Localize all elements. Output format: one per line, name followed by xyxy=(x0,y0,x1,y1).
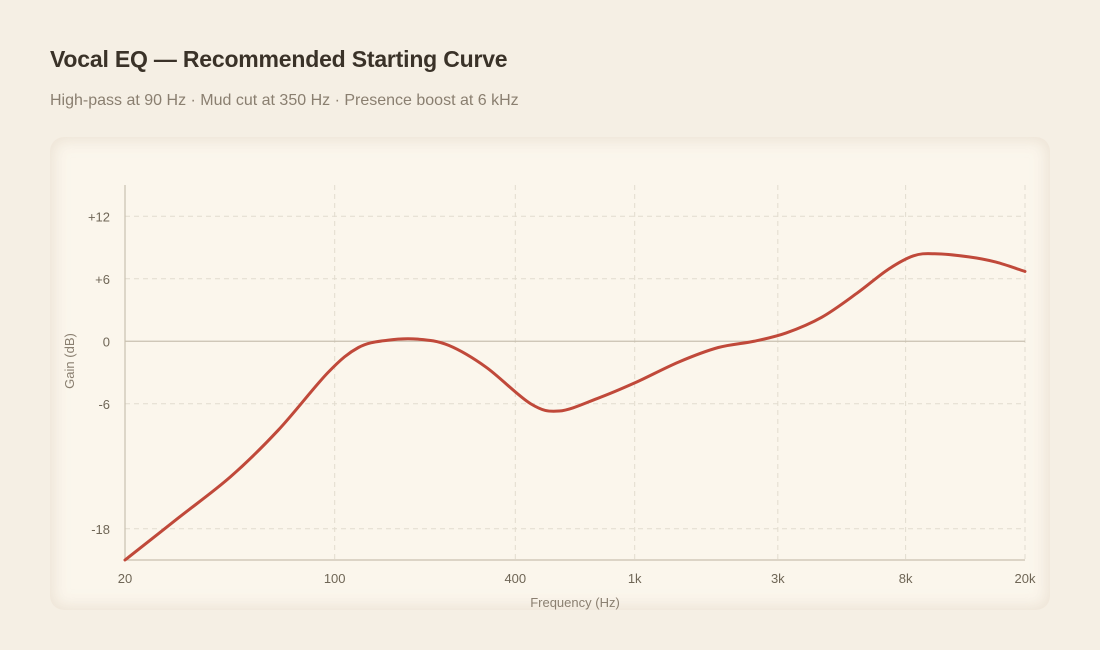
y-tick-label: 0 xyxy=(103,334,110,349)
x-tick-label: 3k xyxy=(771,571,785,586)
gridlines xyxy=(125,185,1026,560)
chart-subtitle: High-pass at 90 Hz · Mud cut at 350 Hz ·… xyxy=(50,92,519,109)
y-tick-labels: +12 +6 0 -6 -18 xyxy=(88,209,110,537)
x-axis-title: Frequency (Hz) xyxy=(530,595,620,610)
y-tick-label: +12 xyxy=(88,209,110,224)
x-tick-label: 8k xyxy=(899,571,913,586)
x-tick-label: 20 xyxy=(118,571,132,586)
eq-curve-line xyxy=(123,252,1027,562)
eq-curve-chart: +12 +6 0 -6 -18 20 100 400 1k 3k 8k 20k Frequency … xyxy=(62,185,1036,610)
x-tick-label: 400 xyxy=(504,571,526,586)
y-axis-title: Gain (dB) xyxy=(62,333,77,389)
x-tick-label: 20k xyxy=(1015,571,1036,586)
chart-card: +12 +6 0 -6 -18 20 100 400 1k 3k 8k 20k Frequency … xyxy=(50,137,1050,610)
y-tick-label: -18 xyxy=(91,522,110,537)
x-tick-label: 100 xyxy=(324,571,346,586)
chart-title: Vocal EQ — Recommended Starting Curve xyxy=(50,46,508,72)
y-tick-label: +6 xyxy=(95,272,110,287)
x-tick-label: 1k xyxy=(628,571,642,586)
x-tick-labels: 20 100 400 1k 3k 8k 20k xyxy=(118,571,1036,586)
y-tick-label: -6 xyxy=(98,397,110,412)
